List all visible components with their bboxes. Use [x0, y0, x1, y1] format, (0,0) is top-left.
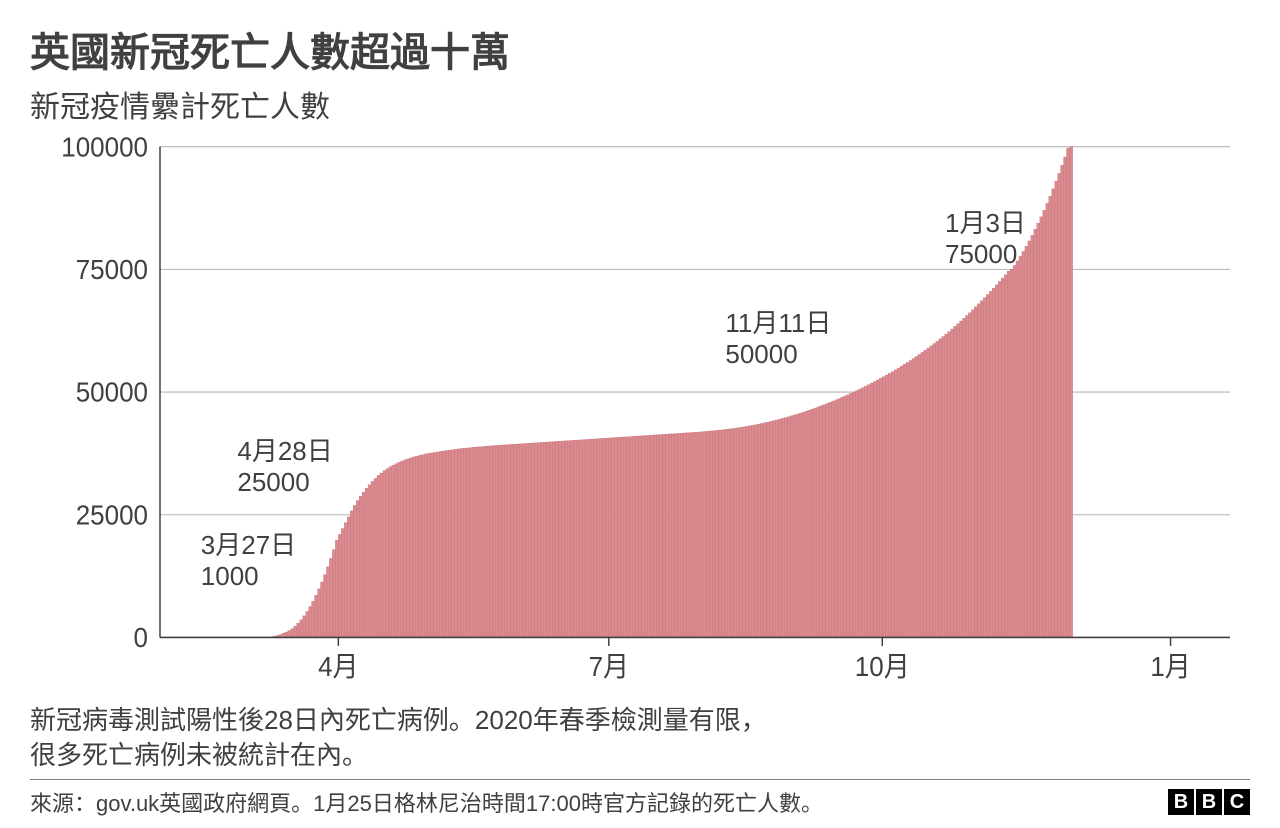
svg-text:4月: 4月 — [318, 651, 358, 682]
svg-text:1月: 1月 — [1150, 651, 1190, 682]
note-line-1: 新冠病毒測試陽性後28日內死亡病例。2020年春季檢測量有限， — [30, 705, 767, 735]
chart-annotation: 11月11日50000 — [725, 308, 831, 370]
chart-subtitle: 新冠疫情纍計死亡人數 — [30, 82, 1250, 126]
footer-bar: 來源：gov.uk英國政府網頁。1月25日格林尼治時間17:00時官方記錄的死亡… — [30, 779, 1250, 828]
svg-text:75000: 75000 — [76, 254, 148, 285]
chart-annotation: 1月3日75000 — [945, 208, 1026, 270]
svg-text:0: 0 — [134, 622, 148, 653]
bbc-logo-c: C — [1224, 789, 1250, 815]
bbc-logo-b2: B — [1196, 789, 1222, 815]
bbc-logo-b1: B — [1168, 789, 1194, 815]
bar-chart: 0 25000 50000 75000 100000 4月 7月 10月 1月 — [30, 136, 1250, 691]
bbc-logo: B B C — [1168, 789, 1250, 815]
svg-text:100000: 100000 — [61, 136, 148, 162]
chart-area: 0 25000 50000 75000 100000 4月 7月 10月 1月 3月27日100… — [30, 136, 1250, 691]
note-line-2: 很多死亡病例未被統計在內。 — [30, 740, 368, 770]
chart-title: 英國新冠死亡人數超過十萬 — [30, 20, 1250, 78]
svg-text:7月: 7月 — [589, 651, 629, 682]
chart-annotation: 3月27日1000 — [201, 530, 296, 592]
svg-text:50000: 50000 — [76, 377, 148, 408]
note-text: 新冠病毒測試陽性後28日內死亡病例。2020年春季檢測量有限， 很多死亡病例未被… — [30, 703, 1250, 773]
chart-annotation: 4月28日25000 — [237, 436, 332, 498]
svg-text:25000: 25000 — [76, 500, 148, 531]
svg-text:10月: 10月 — [855, 651, 910, 682]
source-text: 來源：gov.uk英國政府網頁。1月25日格林尼治時間17:00時官方記錄的死亡… — [30, 786, 823, 818]
